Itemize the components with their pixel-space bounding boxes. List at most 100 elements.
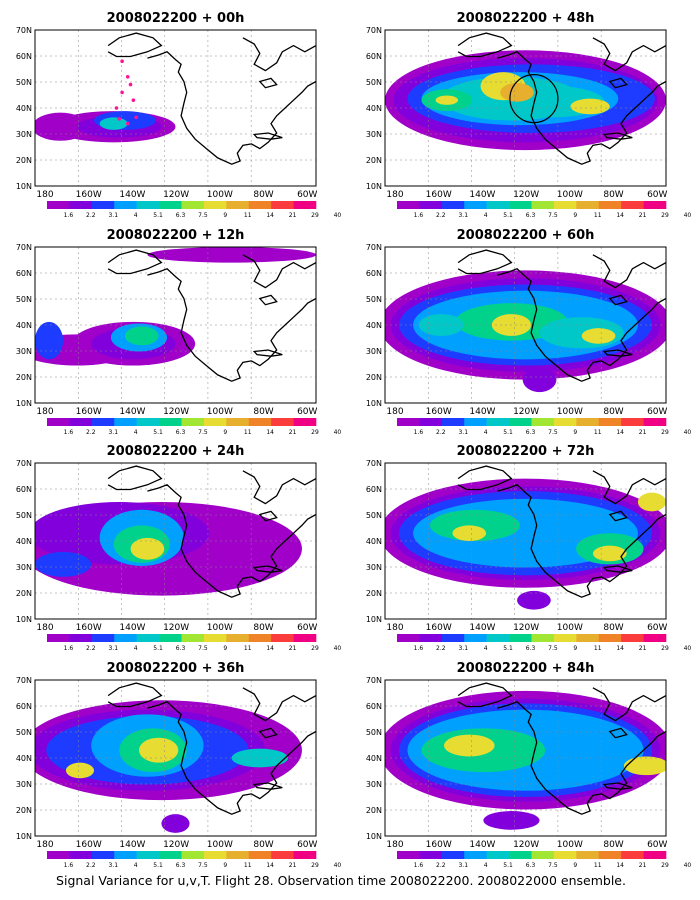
colorbar-swatch — [509, 418, 532, 426]
colorbar-label: 29 — [661, 429, 669, 436]
signal-variance-contour — [452, 525, 487, 541]
colorbar-swatch — [486, 634, 510, 642]
colorbar-label: 11 — [244, 645, 252, 652]
panel-title: 2008022200 + 60h — [457, 228, 595, 243]
colorbar-swatch — [621, 851, 644, 859]
colorbar-swatch — [226, 851, 250, 859]
signal-variance-contour — [623, 756, 666, 776]
coastline — [592, 37, 666, 72]
lat-tick-label: 40N — [366, 321, 382, 330]
colorbar-label: 1.6 — [64, 645, 74, 652]
coastline — [107, 465, 163, 491]
lon-tick-label: 80W — [253, 407, 273, 417]
colorbar-swatch — [69, 418, 93, 426]
coastline — [608, 510, 628, 522]
lon-tick-label: 180 — [386, 840, 403, 850]
lon-tick-label: 100W — [207, 623, 233, 633]
lon-tick-label: 140W — [119, 623, 145, 633]
lon-tick-label: 60W — [647, 623, 667, 633]
colorbar-swatch — [643, 418, 667, 426]
colorbar-swatch — [531, 634, 555, 642]
signal-variance-contour — [570, 98, 610, 115]
panel-title: 2008022200 + 12h — [107, 228, 245, 243]
colorbar-label: 3.1 — [108, 862, 118, 869]
lon-tick-label: 160W — [426, 623, 452, 633]
lat-tick-label: 70N — [366, 459, 382, 468]
lon-tick-label: 140W — [119, 190, 145, 200]
colorbar-swatch — [464, 418, 487, 426]
colorbar-swatch — [91, 201, 115, 209]
colorbar-swatch — [419, 418, 443, 426]
lat-tick-label: 10N — [16, 615, 32, 624]
signal-variance-contour — [65, 762, 95, 779]
colorbar-label: 29 — [661, 212, 669, 219]
lon-tick-label: 180 — [386, 190, 403, 200]
lat-tick-label: 10N — [16, 832, 32, 841]
colorbar-label: 1.6 — [414, 212, 424, 219]
lon-tick-label: 160W — [76, 623, 102, 633]
coastline — [497, 484, 666, 598]
coastline — [608, 77, 628, 89]
lon-tick-label: 60W — [297, 407, 317, 417]
colorbar-label: 7.5 — [548, 862, 558, 869]
colorbar-swatch — [576, 201, 600, 209]
colorbar-label: 6.3 — [176, 212, 186, 219]
coastline — [107, 682, 163, 708]
colorbar-swatch — [643, 634, 667, 642]
coastline — [602, 132, 633, 140]
lon-tick-label: 60W — [647, 840, 667, 850]
lon-tick-label: 120W — [513, 407, 539, 417]
colorbar-label: 7.5 — [198, 862, 208, 869]
signal-variance-contour — [130, 537, 165, 560]
lon-tick-label: 180 — [36, 407, 53, 417]
colorbar-label: 7.5 — [198, 645, 208, 652]
lat-tick-label: 20N — [16, 156, 32, 165]
lat-tick-label: 30N — [16, 780, 32, 789]
signal-variance-contour — [522, 367, 557, 393]
colorbar-label: 21 — [639, 212, 647, 219]
colorbar-label: 2.2 — [86, 645, 96, 652]
signal-variance-contour — [147, 247, 316, 263]
colorbar-swatch — [576, 851, 600, 859]
colorbar-label: 1.6 — [414, 862, 424, 869]
lon-tick-label: 120W — [513, 623, 539, 633]
lat-tick-label: 40N — [16, 754, 32, 763]
lon-tick-label: 100W — [207, 407, 233, 417]
colorbar-swatch — [226, 418, 250, 426]
colorbar-label: 4 — [484, 862, 488, 869]
colorbar-label: 11 — [244, 429, 252, 436]
lon-tick-label: 140W — [469, 190, 495, 200]
lon-tick-label: 80W — [253, 840, 273, 850]
colorbar-label: 14 — [616, 862, 624, 869]
signal-variance-contour — [35, 551, 92, 577]
colorbar-swatch — [419, 851, 443, 859]
colorbar-label: 6.3 — [176, 429, 186, 436]
colorbar-label: 4 — [134, 645, 138, 652]
colorbar-label: 2.2 — [86, 212, 96, 219]
lat-tick-label: 70N — [16, 243, 32, 252]
colorbar-label: 4 — [484, 645, 488, 652]
flight-track-point — [125, 121, 130, 126]
colorbar-swatch — [47, 418, 70, 426]
colorbar-swatch — [69, 851, 93, 859]
colorbar-label: 29 — [311, 429, 319, 436]
colorbar-swatch — [621, 634, 644, 642]
lat-tick-label: 10N — [366, 399, 382, 408]
lon-tick-label: 160W — [426, 190, 452, 200]
lat-tick-label: 40N — [16, 321, 32, 330]
colorbar-swatch — [464, 851, 487, 859]
flight-track-point — [128, 82, 133, 87]
map-panel: 2008022200 + 00h 70N 60N 50N 40N 30N 20N 10N 180… — [16, 11, 342, 219]
colorbar-swatch — [509, 201, 532, 209]
colorbar-swatch — [293, 201, 317, 209]
colorbar-swatch — [509, 851, 532, 859]
lon-tick-label: 160W — [426, 840, 452, 850]
lon-tick-label: 100W — [557, 623, 583, 633]
lat-tick-label: 50N — [16, 511, 32, 520]
colorbar-swatch — [69, 201, 93, 209]
colorbar-label: 1.6 — [64, 862, 74, 869]
lon-tick-label: 60W — [297, 190, 317, 200]
flight-track-point — [120, 90, 124, 95]
colorbar-swatch — [553, 851, 577, 859]
colorbar-label: 5.1 — [503, 645, 513, 652]
